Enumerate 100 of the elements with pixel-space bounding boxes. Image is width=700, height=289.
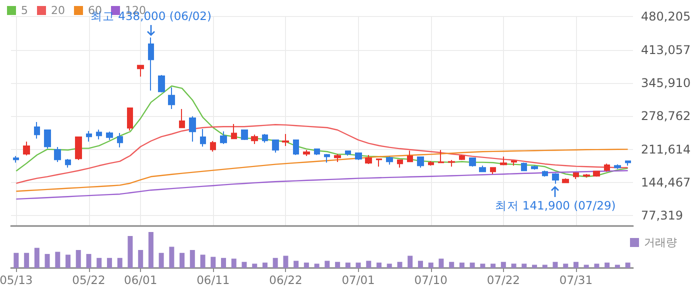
candlestick — [531, 165, 538, 170]
candlestick — [562, 178, 569, 184]
y-tick-label: 413,057 — [641, 42, 691, 57]
bar — [44, 254, 50, 268]
bar — [117, 258, 122, 268]
x-tick-label: 06/22 — [269, 273, 302, 287]
candlestick — [272, 139, 279, 154]
candlestick — [583, 173, 590, 178]
y-tick-label: 278,762 — [641, 109, 691, 124]
bar — [200, 254, 206, 268]
y-tick-label: 480,205 — [641, 10, 691, 24]
x-tick-label: 06/01 — [124, 273, 158, 287]
x-tick-label: 05/13 — [0, 273, 33, 287]
bar — [397, 262, 402, 268]
bar — [614, 264, 620, 268]
bar — [438, 258, 444, 268]
candlestick — [148, 37, 154, 92]
bar — [210, 256, 216, 268]
bar — [428, 262, 434, 268]
line-series — [16, 124, 628, 184]
bar — [180, 252, 185, 268]
candlestick — [355, 152, 362, 160]
candlestick — [54, 146, 61, 162]
candlestick — [282, 133, 289, 146]
candlestick — [542, 170, 548, 178]
candlestick — [13, 155, 19, 164]
candlestick — [521, 162, 527, 172]
x-tick-label: 06/11 — [196, 273, 230, 287]
bar — [314, 264, 320, 268]
bar — [252, 264, 258, 268]
bar — [262, 262, 268, 268]
bar — [542, 264, 548, 268]
x-tick-label: 07/01 — [342, 273, 375, 287]
bar — [324, 260, 330, 268]
candlestick — [251, 134, 258, 144]
candlestick — [220, 130, 227, 144]
y-tick-label: 144,467 — [641, 176, 691, 190]
bar — [500, 262, 506, 268]
bar — [158, 252, 164, 268]
candlestick — [44, 129, 51, 150]
bar — [283, 256, 288, 268]
bar — [480, 264, 486, 268]
candlestick — [365, 154, 372, 164]
bar — [522, 264, 527, 268]
candlestick — [127, 107, 133, 132]
candlestick — [573, 172, 579, 180]
bar — [376, 262, 382, 268]
bar — [76, 250, 81, 268]
line-series — [16, 85, 628, 178]
candlestick — [407, 150, 413, 162]
legend-label: 거래량 — [644, 236, 677, 249]
candlestick — [469, 157, 476, 168]
candlestick — [189, 116, 196, 142]
bar — [294, 260, 299, 268]
bar — [604, 262, 610, 268]
bar — [190, 250, 195, 268]
bar — [532, 264, 538, 268]
candlestick — [303, 149, 310, 156]
bar — [24, 252, 30, 268]
bar — [128, 236, 133, 268]
candlestick — [210, 140, 216, 152]
x-tick-label: 07/22 — [486, 273, 520, 287]
bar — [470, 262, 475, 268]
legend-label: 20 — [51, 4, 65, 17]
candlestick — [324, 153, 330, 164]
bar — [552, 262, 558, 268]
candlestick — [168, 86, 175, 110]
candlestick — [200, 128, 206, 148]
bar — [366, 260, 372, 268]
bar — [304, 262, 309, 268]
candlestick — [397, 159, 403, 168]
candlestick — [500, 156, 507, 166]
candlestick — [75, 136, 82, 160]
candlestick — [34, 121, 40, 140]
candlestick — [137, 64, 144, 78]
candlestick — [96, 129, 102, 140]
candlestick — [293, 139, 299, 156]
y-tick-label: 211,614 — [641, 142, 691, 156]
bar — [221, 258, 226, 268]
candlestick — [479, 165, 486, 172]
bar — [584, 264, 589, 268]
annotation: 최저 141,900 (07/29) — [494, 198, 616, 212]
bar — [408, 256, 413, 268]
line-series — [16, 148, 628, 192]
candlestick — [552, 172, 559, 184]
bar — [34, 248, 40, 268]
bar — [563, 264, 568, 268]
candlestick — [511, 160, 517, 166]
bar — [86, 254, 92, 268]
candlestick — [604, 163, 610, 172]
bar — [169, 246, 174, 268]
bar — [625, 262, 630, 268]
bar — [231, 258, 236, 268]
candlestick — [241, 129, 248, 140]
candlestick — [438, 149, 444, 164]
bar — [345, 262, 350, 268]
candlestick — [345, 150, 351, 156]
candlestick — [490, 167, 496, 174]
bar — [418, 260, 423, 268]
bar — [138, 250, 144, 268]
